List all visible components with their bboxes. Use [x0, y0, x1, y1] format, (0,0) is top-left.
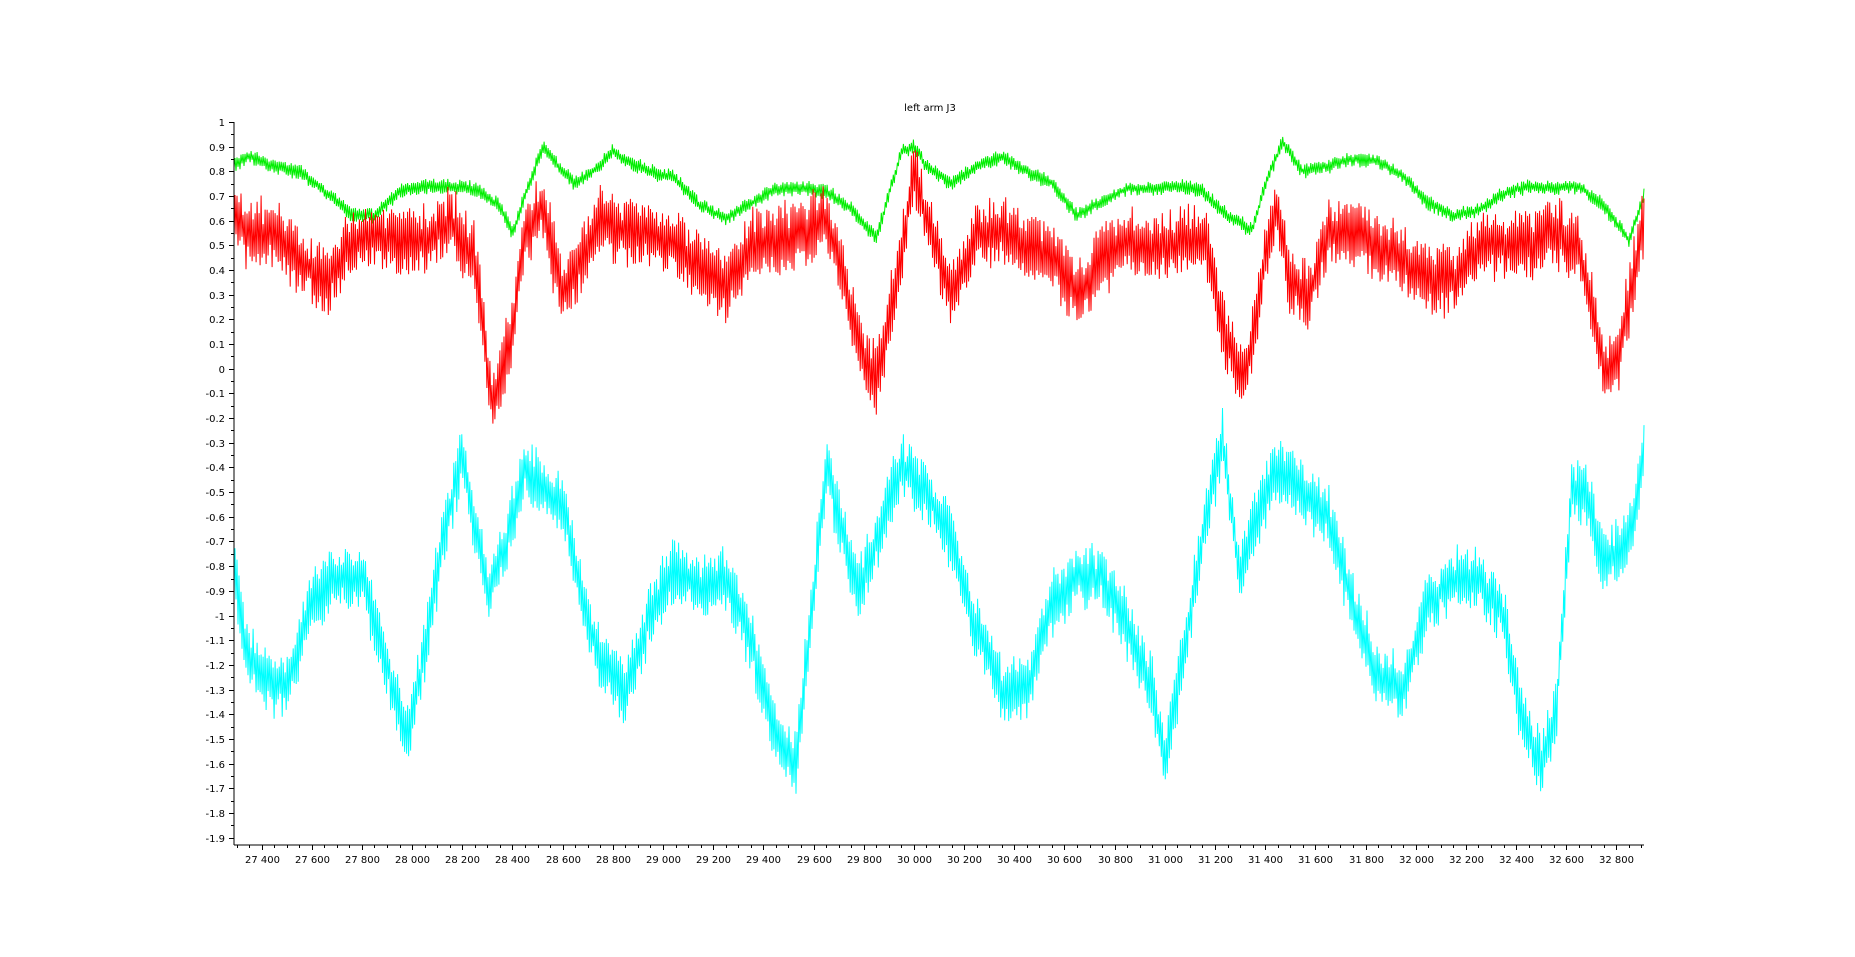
y-tick-label: -1.5: [205, 735, 225, 746]
x-tick-label: 30 000: [897, 855, 932, 866]
y-tick-label: -1.3: [205, 686, 225, 697]
y-tick-label: -1.1: [205, 636, 225, 647]
x-tick-label: 31 600: [1298, 855, 1333, 866]
y-tick-label: 0.3: [209, 291, 225, 302]
x-tick-label: 32 800: [1599, 855, 1634, 866]
x-tick-label: 29 000: [646, 855, 681, 866]
y-tick-label: 0.2: [209, 315, 225, 326]
y-tick-label: -1: [215, 612, 225, 623]
series-layer: [233, 136, 1645, 794]
y-tick-label: -0.4: [205, 463, 225, 474]
y-tick-label: -0.2: [205, 414, 225, 425]
x-tick-label: 30 600: [1047, 855, 1082, 866]
y-tick-label: 0.7: [209, 192, 225, 203]
series-line-3: [233, 407, 1645, 794]
x-tick-label: 28 600: [546, 855, 581, 866]
y-tick-label: -0.6: [205, 513, 225, 524]
y-tick-label: -0.5: [205, 488, 225, 499]
chart-title: left arm J3: [904, 103, 956, 114]
y-tick-label: -1.8: [205, 809, 225, 820]
x-tick-label: 31 400: [1248, 855, 1283, 866]
y-tick-label: -1.4: [205, 710, 225, 721]
x-tick-label: 31 000: [1148, 855, 1183, 866]
y-tick-label: -0.7: [205, 537, 225, 548]
x-tick-label: 29 200: [696, 855, 731, 866]
y-tick-label: -1.2: [205, 661, 225, 672]
y-tick-label: 0.8: [209, 167, 225, 178]
y-tick-label: -0.9: [205, 587, 225, 598]
x-tick-label: 27 600: [295, 855, 330, 866]
y-tick-label: -0.3: [205, 439, 225, 450]
series-line-1: [233, 136, 1645, 247]
y-tick-label: -0.8: [205, 562, 225, 573]
y-tick-label: 0.4: [209, 266, 225, 277]
x-tick-label: 32 600: [1549, 855, 1584, 866]
x-tick-label: 31 800: [1349, 855, 1384, 866]
y-axis-ticks: 1 0.9 0.8 0.7 0.6 0.5 0.4 0.3 0.2 0.1 0 -0.1 -0.2 -0.…: [205, 118, 234, 845]
y-tick-label: 0.9: [209, 143, 225, 154]
y-tick-label: 0.6: [209, 217, 225, 228]
x-tick-label: 32 400: [1499, 855, 1534, 866]
x-tick-label: 30 400: [997, 855, 1032, 866]
y-tick-label: 1: [219, 118, 225, 129]
x-tick-label: 31 200: [1198, 855, 1233, 866]
series-line-2: [233, 150, 1645, 424]
x-tick-label: 28 400: [495, 855, 530, 866]
x-tick-label: 27 400: [245, 855, 280, 866]
x-tick-label: 28 800: [596, 855, 631, 866]
y-tick-label: -0.1: [205, 389, 225, 400]
y-tick-label: -1.6: [205, 760, 225, 771]
x-tick-label: 27 800: [345, 855, 380, 866]
y-tick-label: 0.1: [209, 340, 225, 351]
x-tick-label: 32 000: [1399, 855, 1434, 866]
y-tick-label: 0: [219, 365, 225, 376]
x-tick-label: 32 200: [1449, 855, 1484, 866]
x-tick-label: 29 800: [847, 855, 882, 866]
x-axis-ticks: 27 400 27 600 27 800 28 000 28 200 28 400 28 6…: [237, 845, 1642, 866]
x-tick-label: 30 800: [1098, 855, 1133, 866]
x-tick-label: 29 600: [797, 855, 832, 866]
y-tick-label: 0.5: [209, 241, 225, 252]
y-tick-label: -1.9: [205, 834, 225, 845]
x-tick-label: 28 200: [445, 855, 480, 866]
y-tick-label: -1.7: [205, 784, 225, 795]
x-tick-label: 29 400: [746, 855, 781, 866]
x-tick-label: 30 200: [947, 855, 982, 866]
x-tick-label: 28 000: [395, 855, 430, 866]
